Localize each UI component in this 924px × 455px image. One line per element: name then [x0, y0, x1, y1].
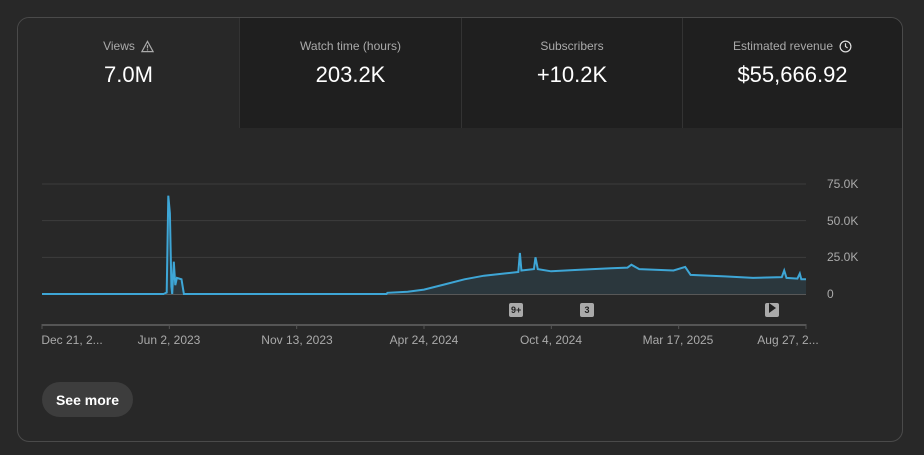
analytics-card: Views 7.0M Watch time (hours) 203.2K Sub… — [17, 17, 903, 442]
video-marker-3[interactable]: 3 — [580, 303, 594, 317]
views-chart — [41, 183, 807, 329]
metric-label: Estimated revenue — [732, 39, 834, 53]
x-tick-label: Aug 27, 2... — [757, 333, 819, 347]
y-tick-label: 50.0K — [827, 214, 859, 228]
metric-value: 203.2K — [315, 62, 386, 87]
chart-series-line — [42, 195, 806, 295]
metric-label: Watch time (hours) — [300, 39, 401, 53]
x-tick-label: Apr 24, 2024 — [389, 333, 459, 347]
metric-value: 7.0M — [104, 62, 153, 87]
metric-label: Views — [103, 39, 135, 53]
video-marker-9plus[interactable]: 9+ — [509, 303, 524, 317]
y-tick-label: 25.0K — [827, 250, 859, 264]
metric-tabs: Views 7.0M Watch time (hours) 203.2K Sub… — [18, 18, 902, 128]
chart-area-fill — [42, 195, 806, 294]
clock-icon — [839, 40, 852, 52]
tab-views[interactable]: Views 7.0M — [18, 18, 239, 128]
video-marker-play[interactable] — [765, 303, 779, 317]
y-tick-label: 0 — [827, 287, 834, 301]
x-tick-label: Mar 17, 2025 — [642, 333, 714, 347]
x-tick-label: Jun 2, 2023 — [137, 333, 201, 347]
see-more-button[interactable]: See more — [42, 382, 133, 417]
x-tick-label: Dec 21, 2... — [41, 333, 103, 347]
play-icon — [769, 303, 776, 313]
warning-icon — [140, 39, 154, 52]
x-tick-label: Oct 4, 2024 — [519, 333, 583, 347]
metric-value: +10.2K — [536, 62, 608, 87]
tab-subscribers[interactable]: Subscribers +10.2K — [461, 18, 682, 128]
metric-value: $55,666.92 — [737, 62, 848, 87]
metric-label: Subscribers — [540, 39, 604, 53]
tab-estimated-revenue[interactable]: Estimated revenue $55,666.92 — [682, 18, 902, 128]
y-tick-label: 75.0K — [827, 177, 859, 191]
x-tick-label: Nov 13, 2023 — [261, 333, 333, 347]
tab-watch-time[interactable]: Watch time (hours) 203.2K — [239, 18, 461, 128]
